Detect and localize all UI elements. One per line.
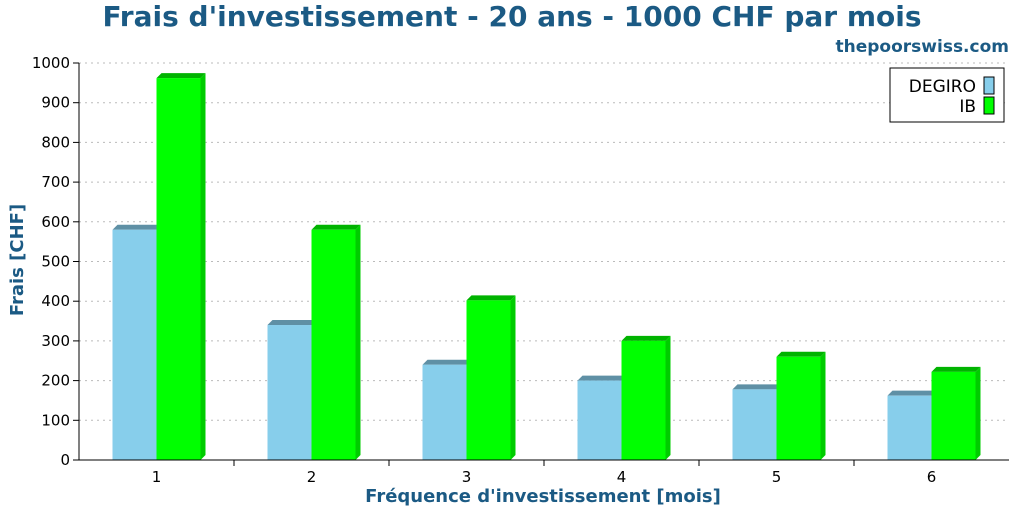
bar-degiro-5 — [732, 389, 777, 460]
grid — [79, 62, 1009, 421]
bar-ib-2 — [311, 229, 356, 460]
legend-swatch — [983, 96, 995, 115]
y-tick-label: 500 — [41, 253, 70, 271]
y-axis-label: Frais [CHF] — [7, 204, 28, 316]
chart-source: thepoorswiss.com — [836, 37, 1010, 57]
x-tick-label: 6 — [927, 468, 937, 486]
y-tick-label: 200 — [41, 372, 70, 390]
bar-top — [112, 224, 162, 230]
y-tick-label: 900 — [41, 94, 70, 112]
bar-side — [820, 351, 826, 460]
legend-swatch — [983, 76, 995, 95]
chart-title: Frais d'investissement - 20 ans - 1000 C… — [102, 0, 921, 33]
bar-top — [156, 73, 206, 79]
axes: 0 100 200 300 400 500 600 700 800 900 1000 1 2 3 4 5 6 — [32, 54, 1009, 486]
legend-label: IB — [959, 97, 976, 117]
y-tick-label: 700 — [41, 173, 70, 191]
bars — [112, 73, 981, 460]
bar-side — [355, 224, 361, 460]
x-tick-label: 3 — [462, 468, 472, 486]
bar-ib-6 — [931, 371, 976, 460]
bar-top — [621, 335, 671, 341]
bar-ib-5 — [776, 356, 821, 460]
y-tick-label: 1000 — [32, 54, 70, 72]
bar-side — [510, 295, 516, 460]
y-tick-label: 600 — [41, 213, 70, 231]
bar-side — [665, 335, 671, 460]
x-tick-label: 2 — [307, 468, 317, 486]
y-tick-label: 400 — [41, 292, 70, 310]
bar-top — [732, 384, 782, 390]
bar-degiro-4 — [577, 380, 622, 460]
y-tick-label: 0 — [60, 451, 70, 469]
bar-degiro-3 — [422, 364, 467, 460]
bar-top — [931, 366, 981, 372]
bar-top — [887, 390, 937, 396]
y-tick-label: 800 — [41, 133, 70, 151]
bar-ib-3 — [466, 300, 511, 460]
bar-top — [577, 375, 627, 381]
y-tick-label: 300 — [41, 332, 70, 350]
bar-side — [200, 73, 206, 460]
bar-ib-1 — [156, 78, 201, 460]
bar-top — [311, 224, 361, 230]
x-axis-label: Fréquence d'investissement [mois] — [365, 486, 721, 507]
x-tick-label: 1 — [152, 468, 162, 486]
bar-top — [466, 295, 516, 301]
bar-top — [776, 351, 826, 357]
x-tick-label: 5 — [772, 468, 782, 486]
bar-side — [975, 366, 981, 460]
legend-label: DEGIRO — [909, 77, 976, 97]
bar-degiro-2 — [267, 325, 312, 460]
x-tick-label: 4 — [617, 468, 627, 486]
y-tick-label: 100 — [41, 411, 70, 429]
bar-top — [422, 359, 472, 365]
bar-degiro-1 — [112, 229, 157, 460]
bar-degiro-6 — [887, 395, 932, 460]
bar-ib-4 — [621, 340, 666, 460]
bar-top — [267, 320, 317, 326]
